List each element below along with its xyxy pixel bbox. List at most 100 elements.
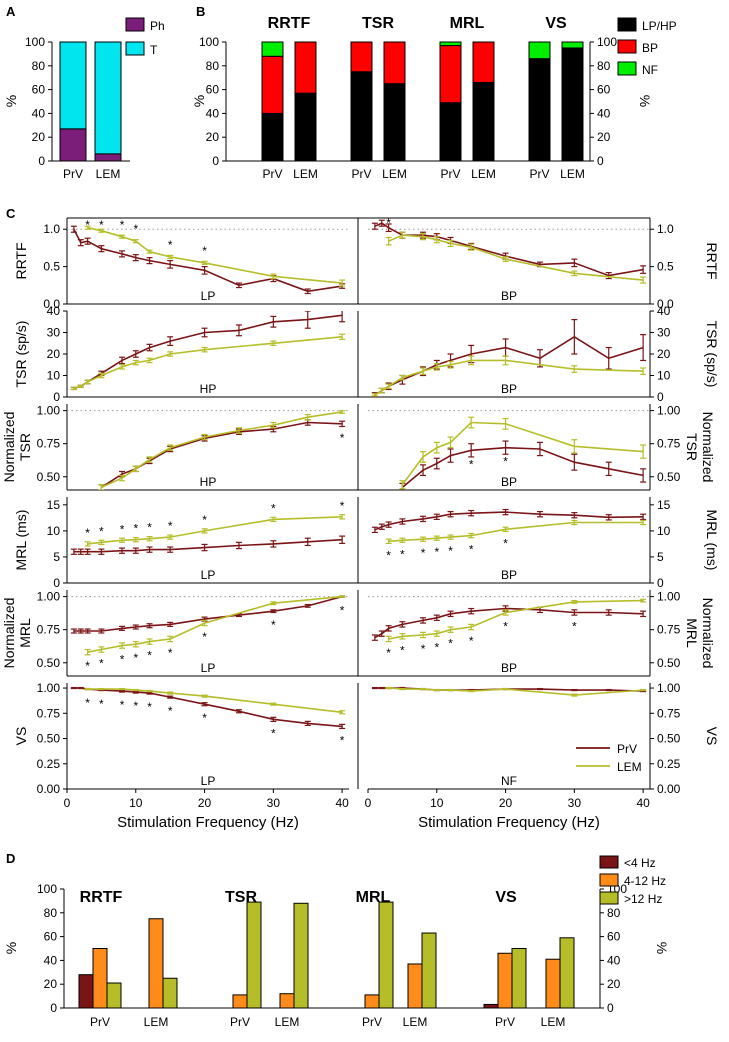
y-tick-label-right: 0.50 <box>657 732 681 746</box>
series-group <box>371 686 647 697</box>
legend-swatch-bp <box>617 39 637 54</box>
significance-star: * <box>340 499 345 513</box>
legend-label-t: T <box>150 43 158 57</box>
significance-star: * <box>271 726 276 740</box>
y-tick-label: 60 <box>32 83 46 97</box>
bar-gt12 <box>559 937 575 1009</box>
series-group <box>371 598 647 643</box>
series-line-prv <box>100 421 343 489</box>
legend-c: PrV LEM <box>576 742 642 774</box>
x-tick-label: 20 <box>198 796 212 810</box>
bar-lphp <box>294 92 317 162</box>
bar-lphp <box>561 47 584 162</box>
x-category-label: PrV <box>262 167 282 181</box>
y-tick-label-right: 0.00 <box>657 782 681 796</box>
y-tick-label-right: 0.0 <box>657 297 674 311</box>
group-title-rrtf: RRTF <box>80 889 123 906</box>
y-tick-label: 0.50 <box>37 656 61 670</box>
bar-bp <box>472 41 495 83</box>
significance-star: * <box>434 545 439 559</box>
x-axis-label: Stimulation Frequency (Hz) <box>418 814 600 831</box>
significance-star: * <box>120 653 125 667</box>
y-axis-label-right-line2: MRL <box>684 618 700 648</box>
y-tick-label-right: 30 <box>657 326 671 340</box>
y-tick-label-right: 15 <box>657 498 671 512</box>
significance-star: * <box>147 521 152 535</box>
significance-star: * <box>421 546 426 560</box>
legend-label-lphp: LP/HP <box>642 19 677 33</box>
x-category-label: PrV <box>63 167 83 181</box>
y-axis-label-right-line1: Normalized <box>700 412 716 483</box>
significance-star: * <box>120 698 125 712</box>
y-axis-label: RRTF <box>13 242 29 279</box>
significance-star: * <box>168 646 173 660</box>
x-category-label: PrV <box>362 1015 382 1029</box>
significance-star: * <box>99 218 104 232</box>
panel-label-c: C <box>6 206 16 221</box>
significance-star: * <box>421 642 426 656</box>
y-tick-label: 0.0 <box>43 297 60 311</box>
significance-star: * <box>386 548 391 562</box>
legend-label-prv: PrV <box>617 742 637 756</box>
legend-swatch-nf <box>617 61 637 76</box>
significance-star: * <box>434 641 439 655</box>
y-tick-label-right: 0.75 <box>657 437 681 451</box>
series-line-prv <box>73 595 343 632</box>
bar-gt12 <box>162 977 178 1009</box>
significance-star: * <box>340 604 345 618</box>
legend-swatch-lphp <box>617 17 637 32</box>
subpanel-label: BP <box>501 661 517 675</box>
y-axis-label-line1: Normalized <box>1 598 17 669</box>
group-title-vs: VS <box>495 889 517 906</box>
y-axis-label-right: RRTF <box>704 242 720 279</box>
y-tick-label: 5 <box>53 550 60 564</box>
legend-label-lem: LEM <box>617 760 642 774</box>
y-tick-label: 80 <box>32 59 46 73</box>
significance-star: * <box>85 659 90 673</box>
significance-star: * <box>168 238 173 252</box>
y-tick-label: 40 <box>47 304 61 318</box>
y-tick-label: 0.75 <box>37 706 61 720</box>
bar-bp <box>439 45 462 104</box>
x-category-label: PrV <box>495 1015 515 1029</box>
legend-label-bp: BP <box>642 41 658 55</box>
bar-ph-prv <box>59 128 87 162</box>
y-tick-label: 40 <box>44 953 58 967</box>
significance-star: * <box>120 218 125 232</box>
y-tick-label: 0.75 <box>37 437 61 451</box>
y-tick-label-right: 5 <box>657 550 664 564</box>
panel-label-a: A <box>6 4 16 19</box>
significance-star: * <box>271 618 276 632</box>
group-title-vs: VS <box>545 15 567 32</box>
series-group <box>70 311 346 391</box>
y-tick-label-right: 0 <box>657 576 664 590</box>
series-group <box>70 225 346 295</box>
significance-star: * <box>168 704 173 718</box>
series-line-lem <box>101 411 343 489</box>
series-line-lem <box>87 688 343 714</box>
significance-star: * <box>386 216 391 230</box>
subpanel-label: LP <box>201 568 216 582</box>
y-tick-label: 0.5 <box>43 260 60 274</box>
y-axis-label: % <box>3 942 19 954</box>
x-category-label: LEM <box>382 167 407 181</box>
bar-gt12 <box>293 902 309 1009</box>
significance-star: * <box>133 222 138 236</box>
significance-star: * <box>400 547 405 561</box>
series-line-prv <box>374 222 644 277</box>
y-tick-label-right: 80 <box>597 59 611 73</box>
x-category-label: LEM <box>560 167 585 181</box>
bar-bp <box>261 55 284 114</box>
significance-star: * <box>469 634 474 648</box>
y-tick-label: 0 <box>50 1001 57 1015</box>
bar-lphp <box>350 71 373 162</box>
y-tick-label: 20 <box>47 347 61 361</box>
bar-nf <box>261 41 284 57</box>
x-category-label: PrV <box>230 1015 250 1029</box>
bar-h4to12 <box>232 994 248 1009</box>
bar-lphp <box>528 58 551 162</box>
significance-star: * <box>85 218 90 232</box>
series-group <box>371 319 647 397</box>
